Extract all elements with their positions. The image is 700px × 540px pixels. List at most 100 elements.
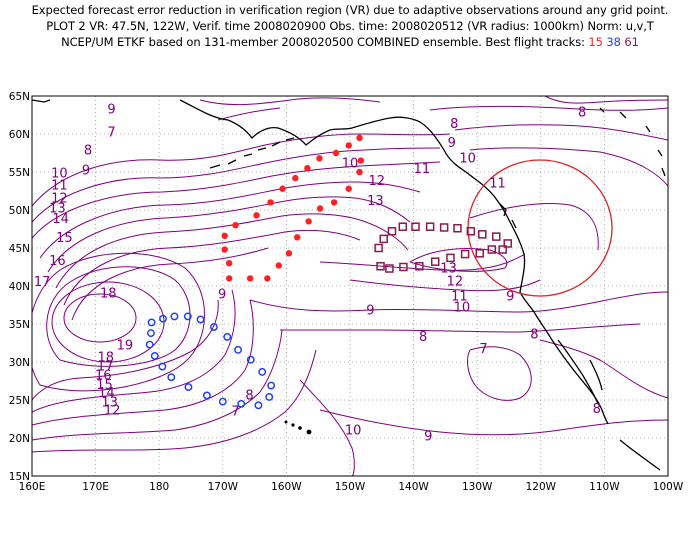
lat-tick-label: 20N (9, 433, 30, 445)
lat-tick-label: 55N (9, 167, 30, 179)
lon-tick-label: 100W (653, 481, 684, 493)
lat-tick-label: 40N (9, 281, 30, 293)
header-line-3: NCEP/UM ETKF based on 131-member 2008020… (0, 34, 700, 50)
lon-tick-label: 110W (589, 481, 620, 493)
contour-label: 13 (49, 201, 66, 216)
track-61-point (492, 232, 501, 241)
track-15-point (356, 134, 363, 141)
lat-tick-label: 15N (9, 471, 30, 483)
lat-tick-label: 45N (9, 243, 30, 255)
lon-tick-label: 120W (526, 481, 557, 493)
track-61-point (439, 223, 449, 232)
hawaiian-islands (284, 420, 312, 435)
contour-line (32, 147, 441, 223)
track-15-point (246, 275, 254, 282)
track-61-point (498, 245, 507, 254)
lon-tick-label: 150W (335, 481, 366, 493)
contour-line (280, 323, 641, 333)
contour-label: 13 (101, 395, 118, 410)
contour-label: 10 (459, 151, 476, 166)
track-38-point (170, 312, 179, 321)
contour-line (63, 293, 137, 343)
track-15-point (267, 199, 274, 206)
contour-line (469, 202, 599, 251)
contour-label: 12 (368, 174, 385, 189)
contour-label: 12 (51, 192, 68, 207)
contour-line (319, 409, 668, 436)
contour-label: 7 (107, 125, 115, 140)
track-38-point (150, 351, 159, 360)
lon-tick-label: 170W (208, 481, 239, 493)
lon-tick-label: 140W (398, 481, 429, 493)
contour-line (409, 248, 508, 272)
track-15-point (275, 262, 282, 269)
contour-label: 9 (82, 163, 90, 178)
contour-line (39, 181, 421, 259)
track-61-point (475, 249, 484, 258)
track-15-point (285, 250, 293, 257)
track-61-point (503, 239, 512, 248)
track-15-point (332, 149, 340, 157)
track-38-point (145, 340, 154, 349)
contour-label: 10 (342, 157, 359, 172)
contour-line (299, 379, 355, 476)
contour-line (467, 346, 532, 401)
axis-labels: 160E 170E 180 170W 160W 150W 140W 130W 120W 110W 1… (9, 91, 684, 493)
track-38-point (258, 367, 267, 376)
track-38-point (159, 314, 167, 323)
contour-label: 7 (479, 342, 487, 357)
track-38-point (196, 315, 205, 324)
contour-line (46, 266, 191, 367)
lat-tick-label: 60N (9, 129, 30, 141)
track-38-point (254, 401, 263, 410)
track-38-point (218, 397, 227, 406)
contour-line (32, 161, 441, 239)
contour-label: 15 (96, 378, 113, 393)
contour-label: 10 (454, 300, 471, 315)
track-38-point (267, 381, 276, 390)
north-america-coast (465, 171, 661, 471)
contour-label: 15 (56, 231, 73, 246)
contour-label: 9 (107, 103, 115, 118)
track-61-point (387, 227, 397, 236)
map-grid (32, 96, 668, 476)
track-38-point (202, 391, 211, 400)
contour-label: 10 (51, 167, 68, 182)
contour-label: 14 (98, 386, 115, 401)
track-15-point (345, 142, 352, 149)
contour-line (217, 107, 281, 121)
track-label-61: 61 (624, 35, 639, 49)
track-15-point (356, 168, 363, 176)
contour-label: 16 (49, 254, 66, 269)
header-line-2: PLOT 2 VR: 47.5N, 122W, Verif. time 2008… (46, 19, 654, 33)
track-15-point (345, 185, 352, 192)
track-61-point (425, 222, 435, 231)
track-15-point (330, 199, 338, 206)
aleutian-islands (209, 137, 295, 169)
track-15-point (292, 174, 299, 182)
contour-label: 9 (506, 290, 514, 305)
contour-line (539, 339, 668, 399)
track-61-point (385, 264, 394, 273)
track-15-point (304, 165, 311, 172)
track-label-38: 38 (606, 35, 621, 49)
track-38-point (234, 345, 243, 354)
contour-label: 11 (489, 176, 506, 191)
contour-line (71, 247, 269, 321)
contour-line (47, 196, 411, 273)
canada-inlets (599, 107, 666, 177)
contour-line (469, 147, 668, 187)
track-15-point (357, 157, 365, 164)
contour-label: 8 (450, 117, 458, 132)
header-line-1: Expected forecast error reduction in ver… (31, 3, 669, 17)
track-38-point (184, 383, 193, 392)
lon-tick-label: 170E (82, 481, 109, 493)
contour-label: 8 (530, 328, 538, 343)
contour-line (63, 229, 361, 306)
contour-line (32, 329, 283, 441)
lat-tick-label: 35N (9, 319, 30, 331)
contour-label: 7 (231, 404, 239, 419)
kamchatka-coast (32, 99, 51, 103)
contour-label: 11 (451, 290, 468, 305)
